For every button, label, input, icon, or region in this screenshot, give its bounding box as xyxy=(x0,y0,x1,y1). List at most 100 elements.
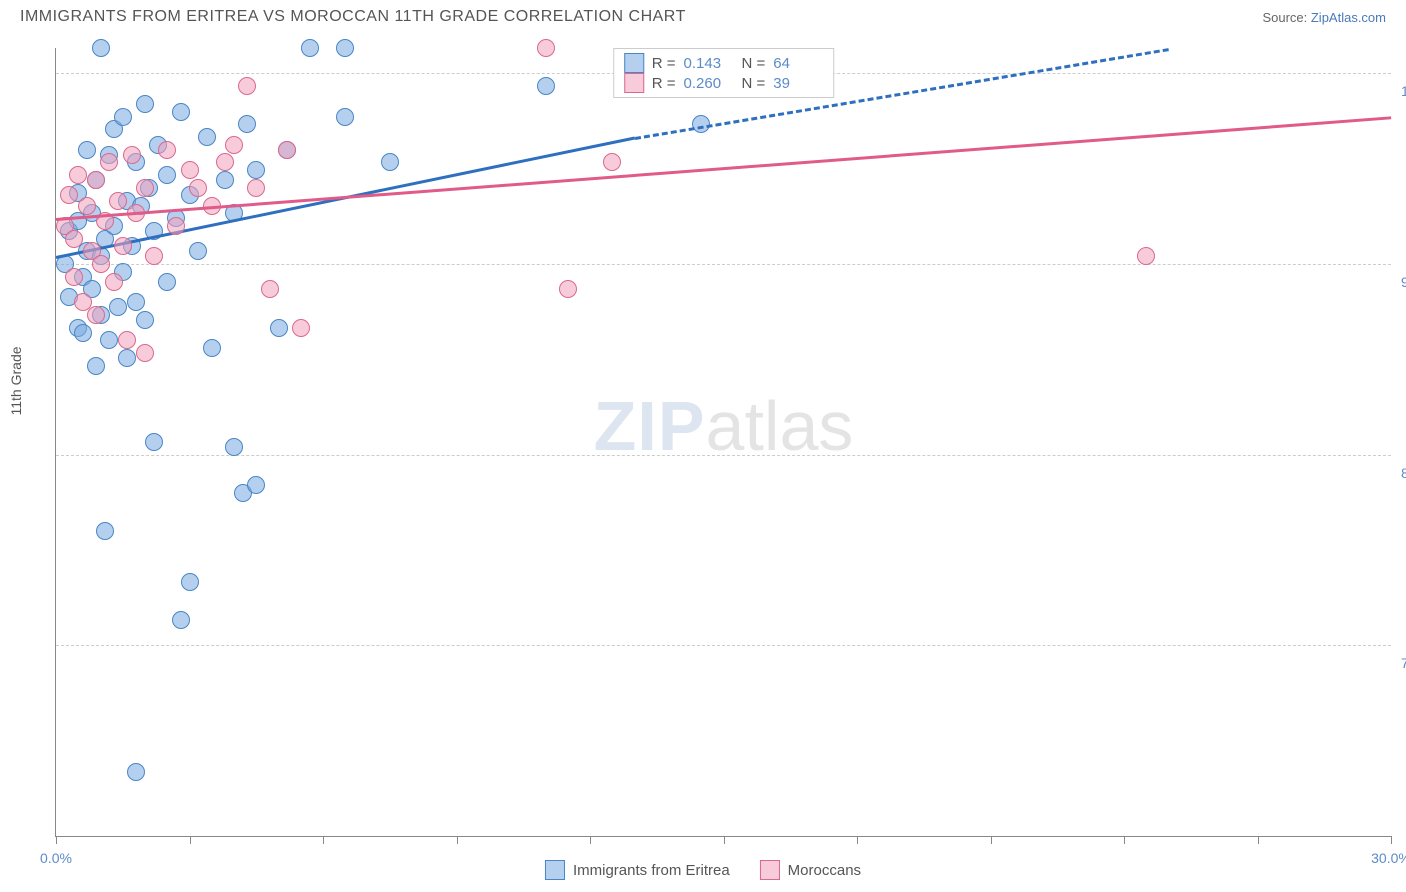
data-point xyxy=(537,39,555,57)
source-attribution: Source: ZipAtlas.com xyxy=(1262,10,1386,25)
n-label: N = xyxy=(742,55,766,72)
n-value: 64 xyxy=(773,55,823,72)
legend-label: Moroccans xyxy=(788,862,861,879)
data-point xyxy=(123,146,141,164)
data-point xyxy=(136,95,154,113)
data-point xyxy=(158,273,176,291)
data-point xyxy=(203,339,221,357)
data-point xyxy=(127,293,145,311)
data-point xyxy=(109,298,127,316)
gridline xyxy=(56,645,1391,646)
data-point xyxy=(381,153,399,171)
data-point xyxy=(559,280,577,298)
data-point xyxy=(78,141,96,159)
data-point xyxy=(87,357,105,375)
x-tick-label: 0.0% xyxy=(40,850,72,866)
data-point xyxy=(136,344,154,362)
chart-title: IMMIGRANTS FROM ERITREA VS MOROCCAN 11TH… xyxy=(20,8,686,26)
data-point xyxy=(100,153,118,171)
data-point xyxy=(136,179,154,197)
data-point xyxy=(127,763,145,781)
legend-swatch xyxy=(624,53,644,73)
gridline xyxy=(56,455,1391,456)
x-tick xyxy=(190,836,191,844)
data-point xyxy=(603,153,621,171)
data-point xyxy=(336,39,354,57)
data-point xyxy=(225,136,243,154)
data-point xyxy=(118,349,136,367)
correlation-legend: R =0.143N =64R =0.260N =39 xyxy=(613,48,835,98)
legend-row: R =0.260N =39 xyxy=(624,73,824,93)
gridline xyxy=(56,264,1391,265)
series-legend: Immigrants from Eritrea Moroccans xyxy=(545,860,861,880)
data-point xyxy=(189,179,207,197)
data-point xyxy=(114,108,132,126)
data-point xyxy=(158,166,176,184)
x-tick xyxy=(56,836,57,844)
data-point xyxy=(69,166,87,184)
data-point xyxy=(100,331,118,349)
n-label: N = xyxy=(742,75,766,92)
data-point xyxy=(270,319,288,337)
y-axis-title: 11th Grade xyxy=(8,346,24,415)
data-point xyxy=(145,433,163,451)
data-point xyxy=(114,237,132,255)
data-point xyxy=(1137,247,1155,265)
x-tick xyxy=(724,836,725,844)
y-tick-label: 100.0% xyxy=(1401,83,1406,99)
data-point xyxy=(181,573,199,591)
data-point xyxy=(238,115,256,133)
plot-surface: ZIPatlas R =0.143N =64R =0.260N =39 77.5… xyxy=(56,48,1391,836)
x-tick xyxy=(323,836,324,844)
data-point xyxy=(78,197,96,215)
x-tick-label: 30.0% xyxy=(1371,850,1406,866)
y-tick-label: 92.5% xyxy=(1401,274,1406,290)
data-point xyxy=(74,324,92,342)
chart-header: IMMIGRANTS FROM ERITREA VS MOROCCAN 11TH… xyxy=(0,0,1406,30)
r-label: R = xyxy=(652,75,676,92)
data-point xyxy=(87,306,105,324)
data-point xyxy=(87,171,105,189)
legend-item: Immigrants from Eritrea xyxy=(545,860,730,880)
data-point xyxy=(247,476,265,494)
data-point xyxy=(261,280,279,298)
data-point xyxy=(60,186,78,204)
r-value: 0.260 xyxy=(684,75,734,92)
x-tick xyxy=(1391,836,1392,844)
watermark-atlas: atlas xyxy=(706,387,854,465)
watermark-zip: ZIP xyxy=(594,387,706,465)
x-tick xyxy=(1258,836,1259,844)
data-point xyxy=(105,273,123,291)
data-point xyxy=(278,141,296,159)
data-point xyxy=(189,242,207,260)
data-point xyxy=(225,438,243,456)
data-point xyxy=(118,331,136,349)
y-tick-label: 77.5% xyxy=(1401,655,1406,671)
legend-swatch xyxy=(624,73,644,93)
chart-plot-area: 11th Grade ZIPatlas R =0.143N =64R =0.26… xyxy=(55,48,1391,837)
legend-item: Moroccans xyxy=(760,860,861,880)
data-point xyxy=(247,179,265,197)
data-point xyxy=(92,255,110,273)
data-point xyxy=(292,319,310,337)
legend-swatch xyxy=(760,860,780,880)
source-link[interactable]: ZipAtlas.com xyxy=(1311,10,1386,25)
data-point xyxy=(216,171,234,189)
data-point xyxy=(336,108,354,126)
data-point xyxy=(92,39,110,57)
legend-swatch xyxy=(545,860,565,880)
data-point xyxy=(109,192,127,210)
legend-row: R =0.143N =64 xyxy=(624,53,824,73)
data-point xyxy=(247,161,265,179)
data-point xyxy=(145,247,163,265)
x-tick xyxy=(590,836,591,844)
data-point xyxy=(216,153,234,171)
data-point xyxy=(181,161,199,179)
data-point xyxy=(96,522,114,540)
data-point xyxy=(167,217,185,235)
data-point xyxy=(65,230,83,248)
r-label: R = xyxy=(652,55,676,72)
data-point xyxy=(238,77,256,95)
data-point xyxy=(198,128,216,146)
data-point xyxy=(65,268,83,286)
